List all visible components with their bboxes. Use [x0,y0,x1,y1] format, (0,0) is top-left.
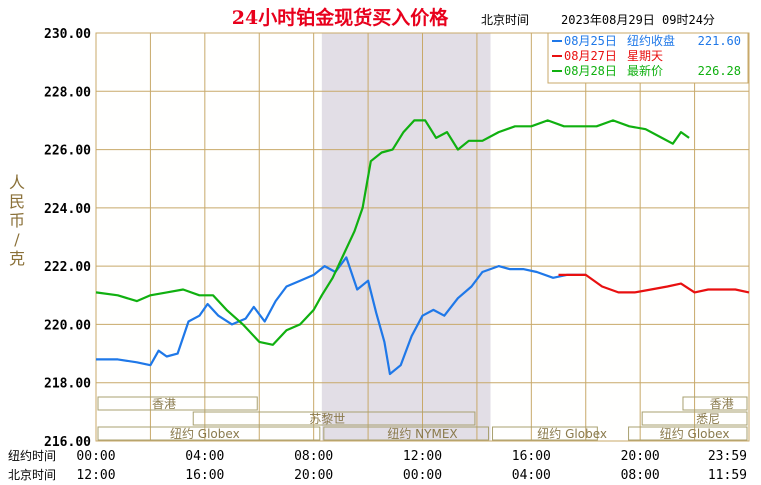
x-tick-label: 12:00 [76,468,115,483]
legend-desc: 星期天 [627,49,663,63]
x-tick-label: 12:00 [403,449,442,464]
timezone-label: 北京时间 [481,13,529,27]
x-row-label-beijing: 北京时间 [8,468,56,482]
session-box [97,396,258,411]
y-tick-label: 228.00 [44,85,91,100]
y-axis-label-char: 币 [9,211,25,230]
x-tick-label: 20:00 [294,468,333,483]
legend-box [547,32,749,84]
session-box [682,396,748,411]
y-tick-label: 230.00 [44,27,91,42]
series-line-3 [95,119,690,346]
x-tick-label: 23:59 [708,449,747,464]
x-tick-label: 08:00 [621,468,660,483]
shaded-band [321,33,491,441]
legend-date: 08月28日 [564,64,617,78]
current-datetime: 2023年08月29日 09时24分 [561,13,715,27]
session-label: 香港 [710,397,734,411]
session-label: 悉尼 [696,412,720,426]
y-tick-label: 220.00 [44,318,91,333]
y-axis-label-char: 克 [9,249,25,268]
session-label: 纽约 Globex [537,426,607,441]
session-label: 纽约 Globex [660,426,730,441]
legend-value: 226.28 [698,64,741,78]
session-box [641,411,748,426]
x-tick-label: 16:00 [512,449,551,464]
session-box [323,426,490,441]
plot-border [95,32,750,442]
y-axis-label: 人民币/克 [9,173,25,268]
y-tick-label: 226.00 [44,144,91,159]
session-box [97,426,321,441]
y-axis-label-char: 民 [9,192,25,211]
x-tick-label: 04:00 [512,468,551,483]
y-axis-label-char: / [14,230,20,249]
chart-title: 24小时铂金现货买入价格 [232,6,449,29]
session-box [628,426,748,441]
series-line-2 [558,273,750,294]
y-tick-label: 222.00 [44,260,91,275]
legend-value: 221.60 [698,34,741,48]
x-tick-label: 04:00 [185,449,224,464]
x-tick-label: 11:59 [708,468,747,483]
session-label: 香港 [152,397,176,411]
x-tick-label: 20:00 [621,449,660,464]
legend-date: 08月27日 [564,49,617,63]
legend-date: 08月25日 [564,34,617,48]
session-label: 纽约 NYMEX [387,426,457,441]
legend-desc: 最新价 [627,63,663,78]
y-tick-label: 218.00 [44,377,91,392]
session-box [492,426,598,441]
x-tick-label: 16:00 [185,468,224,483]
session-label: 纽约 Globex [170,426,240,441]
legend-desc: 纽约收盘 [627,33,675,48]
series-line-1 [96,256,586,376]
x-tick-label: 00:00 [403,468,442,483]
x-tick-label: 00:00 [76,449,115,464]
y-tick-label: 216.00 [44,435,91,450]
x-tick-label: 08:00 [294,449,333,464]
y-tick-label: 224.00 [44,202,91,217]
y-axis-label-char: 人 [9,173,25,192]
x-row-label-ny: 纽约时间 [8,448,56,463]
session-label: 苏黎世 [309,412,345,426]
session-box [192,411,476,426]
